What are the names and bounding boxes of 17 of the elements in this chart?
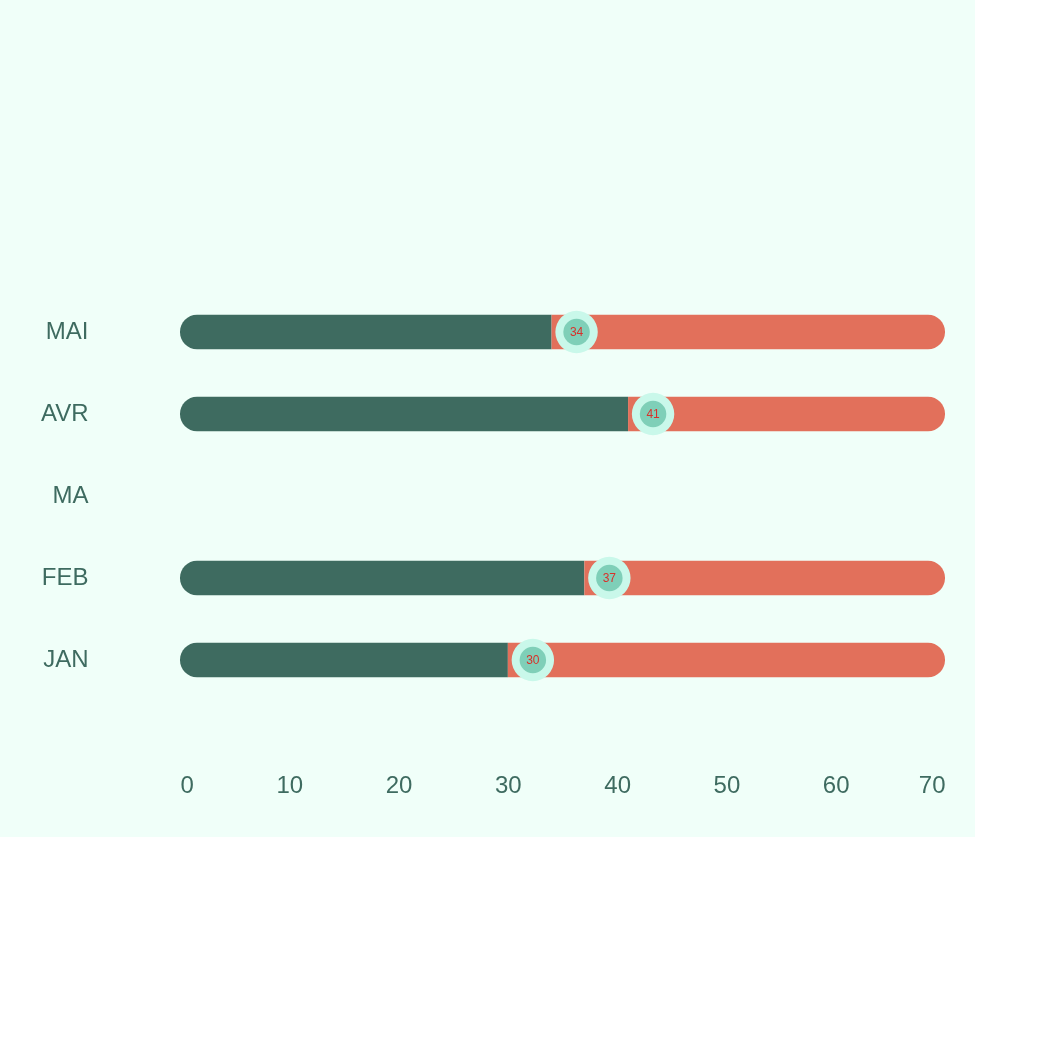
x-tick-label: 40 [604,770,631,798]
y-tick-label: MA [52,481,89,508]
data-label: 34 [569,325,584,339]
x-tick-label: 0 [180,770,194,798]
x-tick-label: 70 [918,770,946,798]
x-tick-label: 50 [713,770,741,798]
y-tick-label: FEB [41,563,89,590]
data-label: 37 [602,571,617,585]
x-tick-label: 30 [495,770,522,798]
y-tick-label: MAI [45,317,89,344]
x-tick-label: 10 [276,770,304,798]
x-tick-label: 20 [385,770,413,798]
y-tick-label: AVR [40,399,89,426]
x-tick-label: 60 [822,770,850,798]
data-label: 41 [646,407,661,421]
data-label: 30 [526,653,540,667]
y-tick-label: JAN [43,645,89,672]
